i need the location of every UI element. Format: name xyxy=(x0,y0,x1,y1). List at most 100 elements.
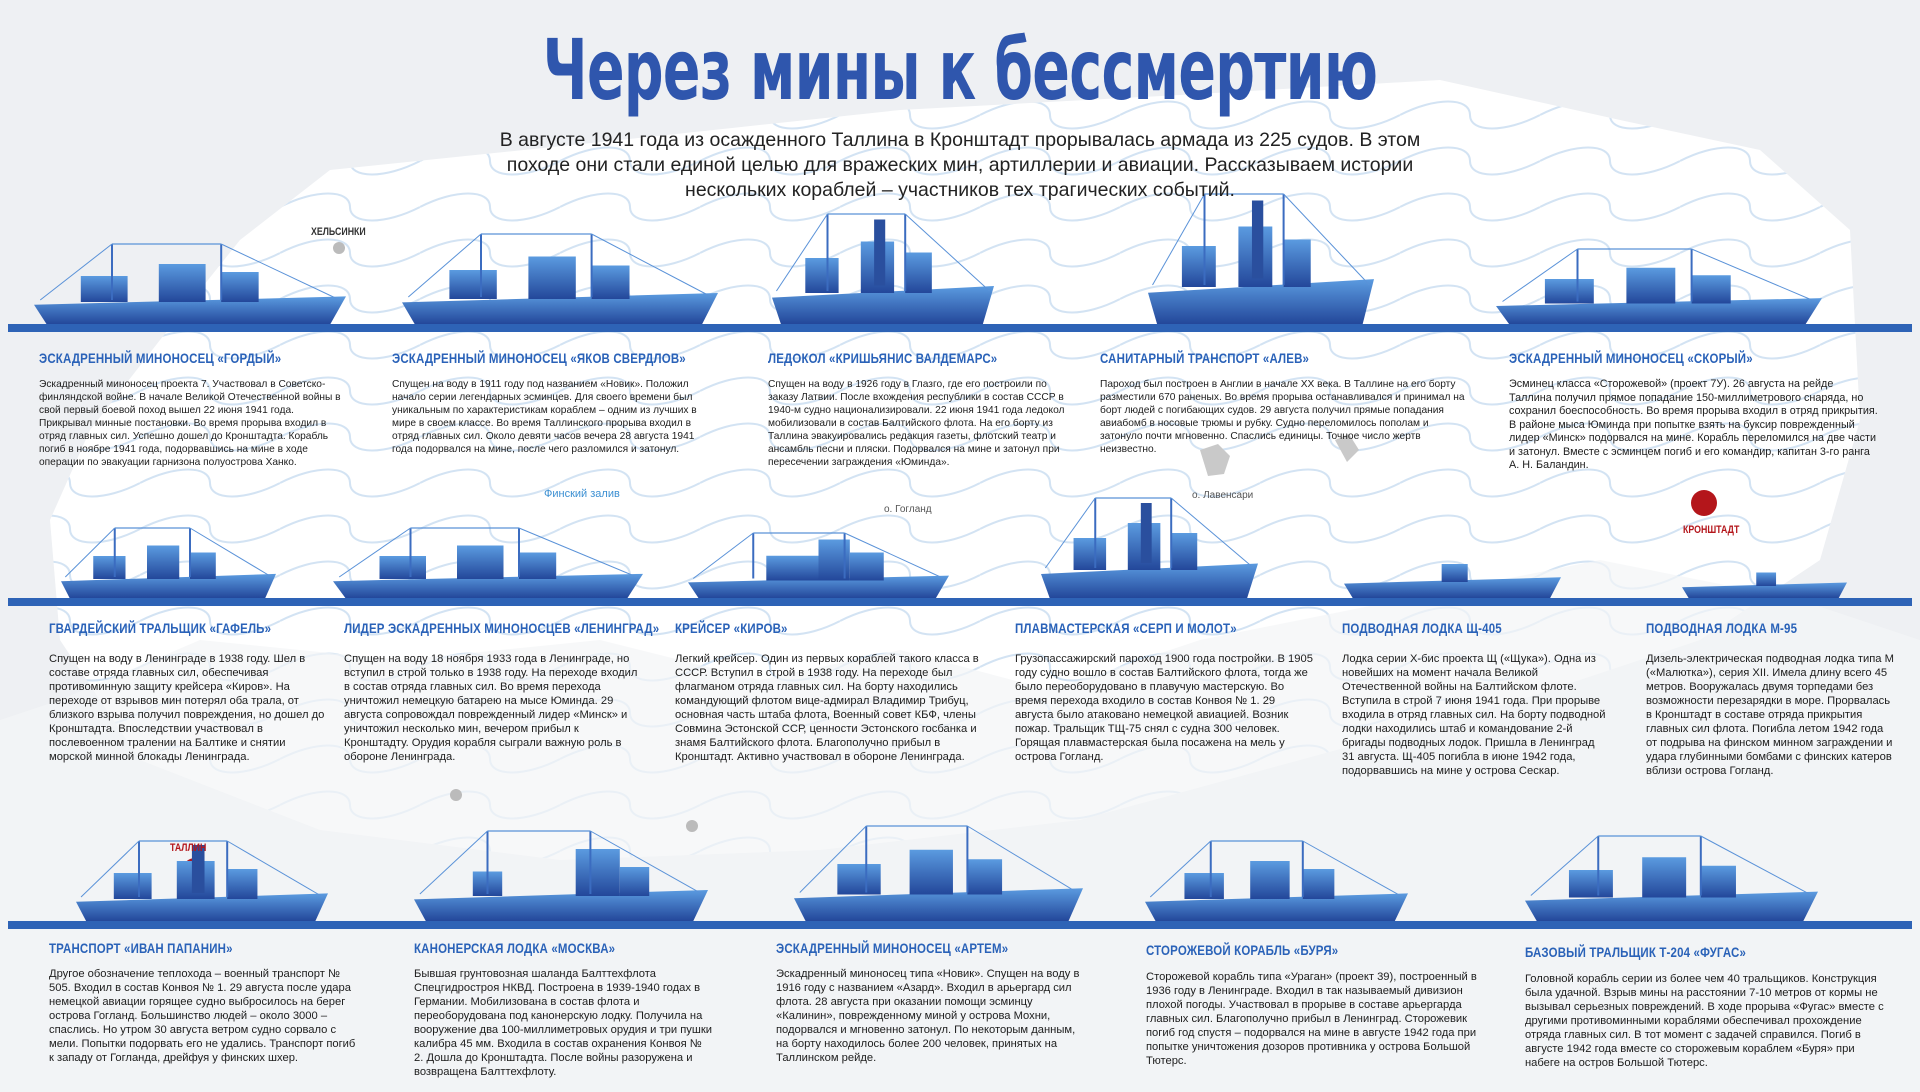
ship-description: Сторожевой корабль типа «Ураган» (проект… xyxy=(1146,971,1477,1067)
ship-name: ГВАРДЕЙСКИЙ ТРАЛЬЩИК «ГАФЕЛЬ» xyxy=(49,620,272,636)
ship-part xyxy=(1568,870,1613,898)
ship-name: ПОДВОДНАЯ ЛОДКА М-95 xyxy=(1646,620,1798,636)
ship-part xyxy=(1544,279,1594,304)
ship-part xyxy=(1756,572,1777,586)
ship-description: Другое обозначение теплохода – военный т… xyxy=(49,968,356,1064)
ship-part xyxy=(1530,835,1599,896)
subtitle: В августе 1941 года из осажденного Талли… xyxy=(499,129,1421,201)
ship-description: Спущен на воду 18 ноября 1933 года в Лен… xyxy=(344,653,638,763)
ship-description: Пароход был построен в Англии в начале X… xyxy=(1100,379,1465,455)
ship-part xyxy=(619,867,650,896)
ship-part xyxy=(1148,279,1374,324)
ship-part xyxy=(457,545,504,579)
island xyxy=(1335,434,1359,462)
ship-part xyxy=(1041,563,1258,598)
ship-part xyxy=(591,265,630,299)
ship-description: Спущен на воду в Ленинграде в 1938 году.… xyxy=(49,653,325,763)
ship-part xyxy=(80,840,140,898)
island-dot xyxy=(686,820,698,832)
ship-name: ЭСКАДРЕННЫЙ МИНОНОСЕЦ «ГОРДЫЙ» xyxy=(39,350,282,366)
ship-description: Грузопассажирский пароход 1900 года пост… xyxy=(1015,653,1313,763)
ship-part xyxy=(967,825,1078,893)
ship-description: Головной корабль серии из более чем 40 т… xyxy=(1525,973,1884,1069)
ship-part xyxy=(519,552,557,579)
ship-part xyxy=(61,573,276,598)
map-label: о. Лавенсари xyxy=(1192,490,1254,501)
ship-part xyxy=(799,825,867,893)
ship-name: ПЛАВМАСТЕРСКАЯ «СЕРП И МОЛОТ» xyxy=(1015,620,1237,636)
ship-name: САНИТАРНЫЙ ТРАНСПОРТ «АЛЕВ» xyxy=(1100,350,1310,366)
ship-part xyxy=(227,869,258,899)
ship-part xyxy=(692,532,754,579)
ship-part xyxy=(849,552,884,581)
ship-part xyxy=(794,888,1083,921)
ship-part xyxy=(904,213,990,292)
ship-part xyxy=(190,552,216,579)
ship-part xyxy=(1344,577,1561,598)
island xyxy=(1200,444,1230,476)
map-label: ХЕЛЬСИНКИ xyxy=(311,226,366,238)
ship-part xyxy=(221,272,259,302)
ship-part xyxy=(1525,891,1818,921)
ship-part xyxy=(1073,538,1107,570)
ship-part xyxy=(575,849,620,896)
ship-part xyxy=(805,258,839,293)
ship-part xyxy=(189,527,272,578)
ship-name: ЛИДЕР ЭСКАДРЕННЫХ МИНОНОСЦЕВ «ЛЕНИНГРАД» xyxy=(344,620,660,636)
ship-name: КАНОНЕРСКАЯ ЛОДКА «МОСКВА» xyxy=(414,940,616,956)
ship-part xyxy=(528,256,576,299)
ship-part xyxy=(1302,840,1403,898)
ship-part xyxy=(34,296,346,324)
ship-description: Спущен на воду в 1911 году под названием… xyxy=(392,379,697,455)
ship-part xyxy=(518,527,637,578)
ship-description: Эскадренный миноносец типа «Новик». Спущ… xyxy=(776,968,1080,1064)
ship-part xyxy=(1691,248,1816,302)
ship-part xyxy=(1700,835,1813,896)
ship-part xyxy=(333,573,643,598)
helsinki-dot xyxy=(333,242,345,254)
ship-name: ЭСКАДРЕННЫЙ МИНОНОСЕЦ «АРТЕМ» xyxy=(776,940,1009,956)
title: Через мины к бессмертию xyxy=(542,21,1378,119)
map-label: Финский залив xyxy=(544,488,620,500)
ship-part xyxy=(1181,246,1216,287)
ship-part xyxy=(1691,275,1731,304)
ship-part xyxy=(80,276,128,302)
ship-part xyxy=(844,532,944,579)
ship-part xyxy=(590,830,703,895)
ship-part xyxy=(967,859,1003,895)
ship-part xyxy=(1302,869,1335,899)
ship-part xyxy=(874,219,886,286)
ship-part xyxy=(1626,267,1676,304)
ship-part xyxy=(1642,857,1687,898)
ship-part xyxy=(449,270,497,299)
ship-part xyxy=(1502,248,1578,302)
ship-part xyxy=(1496,298,1822,324)
ship-part xyxy=(1184,873,1224,899)
ship-part xyxy=(1700,865,1736,898)
ship-description: Эскадренный миноносец проекта 7. Участво… xyxy=(39,379,341,468)
ship-description: Дизель-электрическая подводная лодка тип… xyxy=(1646,653,1894,777)
ship-part xyxy=(776,213,828,292)
ship-name: ЛЕДОКОЛ «КРИШЬЯНИС ВАЛДЕМАРС» xyxy=(768,350,998,366)
ship-description: Легкий крейсер. Один из первых кораблей … xyxy=(675,653,979,763)
ship-part xyxy=(76,893,328,921)
ship-part xyxy=(688,575,949,598)
divider-band xyxy=(8,598,1912,606)
ship-part xyxy=(191,845,205,893)
ship-part xyxy=(1283,239,1311,287)
ship-part xyxy=(772,286,994,324)
ship-part xyxy=(1251,200,1264,279)
ship-part xyxy=(1283,193,1370,286)
ship-name: СТОРОЖЕВОЙ КОРАБЛЬ «БУРЯ» xyxy=(1146,942,1339,958)
ship-part xyxy=(220,243,340,301)
ship-description: Бывшая грунтовозная шаланда Балттехфлота… xyxy=(414,968,712,1078)
map-label: ТАЛЛИН xyxy=(170,842,207,854)
ship-part xyxy=(338,527,411,578)
ship-part xyxy=(1140,503,1152,563)
ship-part xyxy=(1170,497,1254,569)
divider-band xyxy=(8,921,1912,929)
ship-part xyxy=(158,264,206,302)
ship-part xyxy=(766,555,819,581)
